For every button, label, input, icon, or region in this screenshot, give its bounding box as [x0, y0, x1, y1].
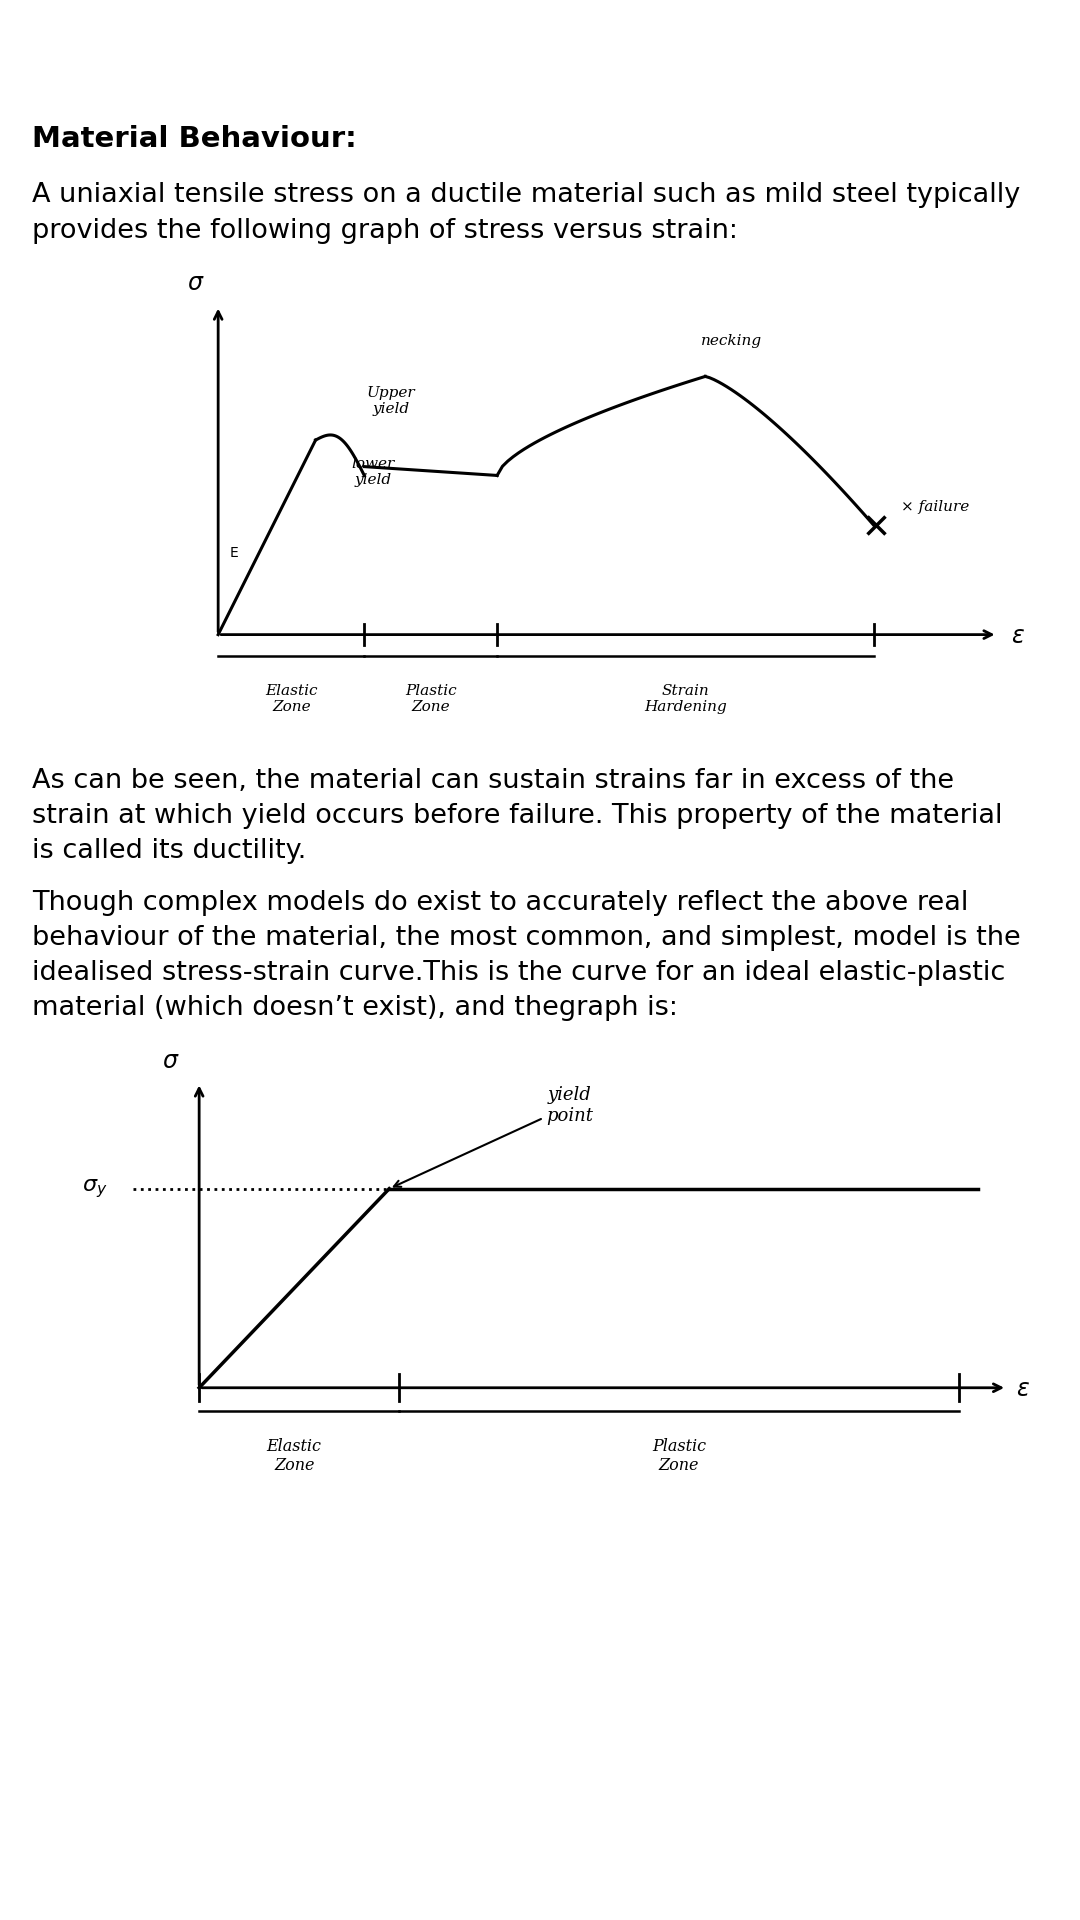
Text: As can be seen, the material can sustain strains far in excess of the
strain at : As can be seen, the material can sustain… [32, 768, 1003, 864]
Text: $\sigma_y$: $\sigma_y$ [82, 1177, 107, 1200]
Text: $\sigma$: $\sigma$ [162, 1050, 179, 1073]
Text: $\varepsilon$: $\varepsilon$ [1011, 624, 1025, 647]
Text: lower
yield: lower yield [351, 457, 395, 488]
Text: Upper
yield: Upper yield [366, 386, 415, 417]
Text: Elastic
Zone: Elastic Zone [266, 684, 318, 714]
Text: A uniaxial tensile stress on a ductile material such as mild steel typically
pro: A uniaxial tensile stress on a ductile m… [32, 182, 1021, 244]
Text: Material Behaviour:: Material Behaviour: [32, 125, 357, 154]
Text: Though complex models do exist to accurately reflect the above real
behaviour of: Though complex models do exist to accura… [32, 891, 1022, 1021]
Text: Development of Plastic Analysis: Development of Plastic Analysis [27, 23, 781, 63]
Text: necking: necking [701, 334, 762, 348]
Text: × failure: × failure [902, 501, 970, 515]
Text: $\varepsilon$: $\varepsilon$ [1016, 1379, 1030, 1402]
Text: E: E [230, 547, 239, 561]
Text: yield
point: yield point [394, 1087, 593, 1187]
Text: Elastic
Zone: Elastic Zone [267, 1438, 322, 1475]
Text: Plastic
Zone: Plastic Zone [652, 1438, 706, 1475]
Text: $\sigma$: $\sigma$ [187, 273, 205, 296]
Text: Strain
Hardening: Strain Hardening [645, 684, 727, 714]
Text: Plastic
Zone: Plastic Zone [405, 684, 457, 714]
